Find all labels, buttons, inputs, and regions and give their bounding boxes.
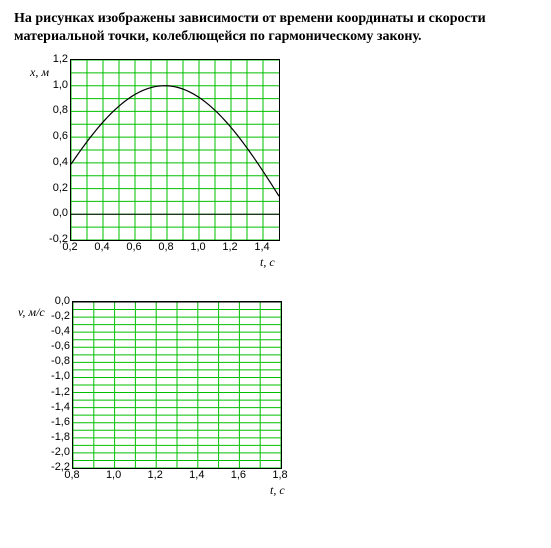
ytick: 0,6 [40, 130, 68, 142]
chart1-xlabel: t, c [260, 255, 275, 270]
xtick: 1,2 [143, 469, 167, 481]
xtick: 0,4 [90, 241, 114, 253]
xtick: 1,0 [186, 241, 210, 253]
xtick: 0,8 [154, 241, 178, 253]
ytick: -0,4 [42, 325, 70, 337]
chart2-svg [73, 302, 281, 468]
ytick: -1,0 [42, 370, 70, 382]
ytick: 0,0 [42, 295, 70, 307]
problem-text: На рисунках изображены зависимости от вр… [14, 10, 537, 45]
ytick: -2,0 [42, 446, 70, 458]
ytick: 0,0 [40, 207, 68, 219]
xtick: 1,8 [268, 469, 292, 481]
xtick: 0,2 [58, 241, 82, 253]
ytick: -0,2 [42, 310, 70, 322]
chart-velocity: v, м/с t, c -2,2-2,0-1,8-1,6-1,4-1,2-1,0… [36, 297, 316, 507]
xtick: 1,2 [218, 241, 242, 253]
ytick: -1,4 [42, 401, 70, 413]
ytick: 1,0 [40, 79, 68, 91]
chart1-svg [71, 60, 279, 240]
xtick: 1,0 [102, 469, 126, 481]
ytick: 1,2 [40, 53, 68, 65]
chart2-xlabel: t, c [270, 483, 285, 498]
page: На рисунках изображены зависимости от вр… [0, 0, 551, 548]
ytick: -1,2 [42, 386, 70, 398]
ytick: -0,6 [42, 340, 70, 352]
xtick: 1,4 [250, 241, 274, 253]
ytick: 0,4 [40, 156, 68, 168]
chart2-ylabel: v, м/с [18, 305, 45, 320]
xtick: 1,6 [226, 469, 250, 481]
ytick: 0,8 [40, 104, 68, 116]
chart-position: x, м t, c -0,20,00,20,40,60,81,01,20,20,… [36, 55, 306, 273]
chart2-plot-area [72, 301, 282, 469]
xtick: 1,4 [185, 469, 209, 481]
ytick: -1,8 [42, 431, 70, 443]
xtick: 0,6 [122, 241, 146, 253]
ytick: -0,8 [42, 355, 70, 367]
chart1-plot-area [70, 59, 280, 241]
ytick: 0,2 [40, 182, 68, 194]
xtick: 0,8 [60, 469, 84, 481]
ytick: -1,6 [42, 416, 70, 428]
